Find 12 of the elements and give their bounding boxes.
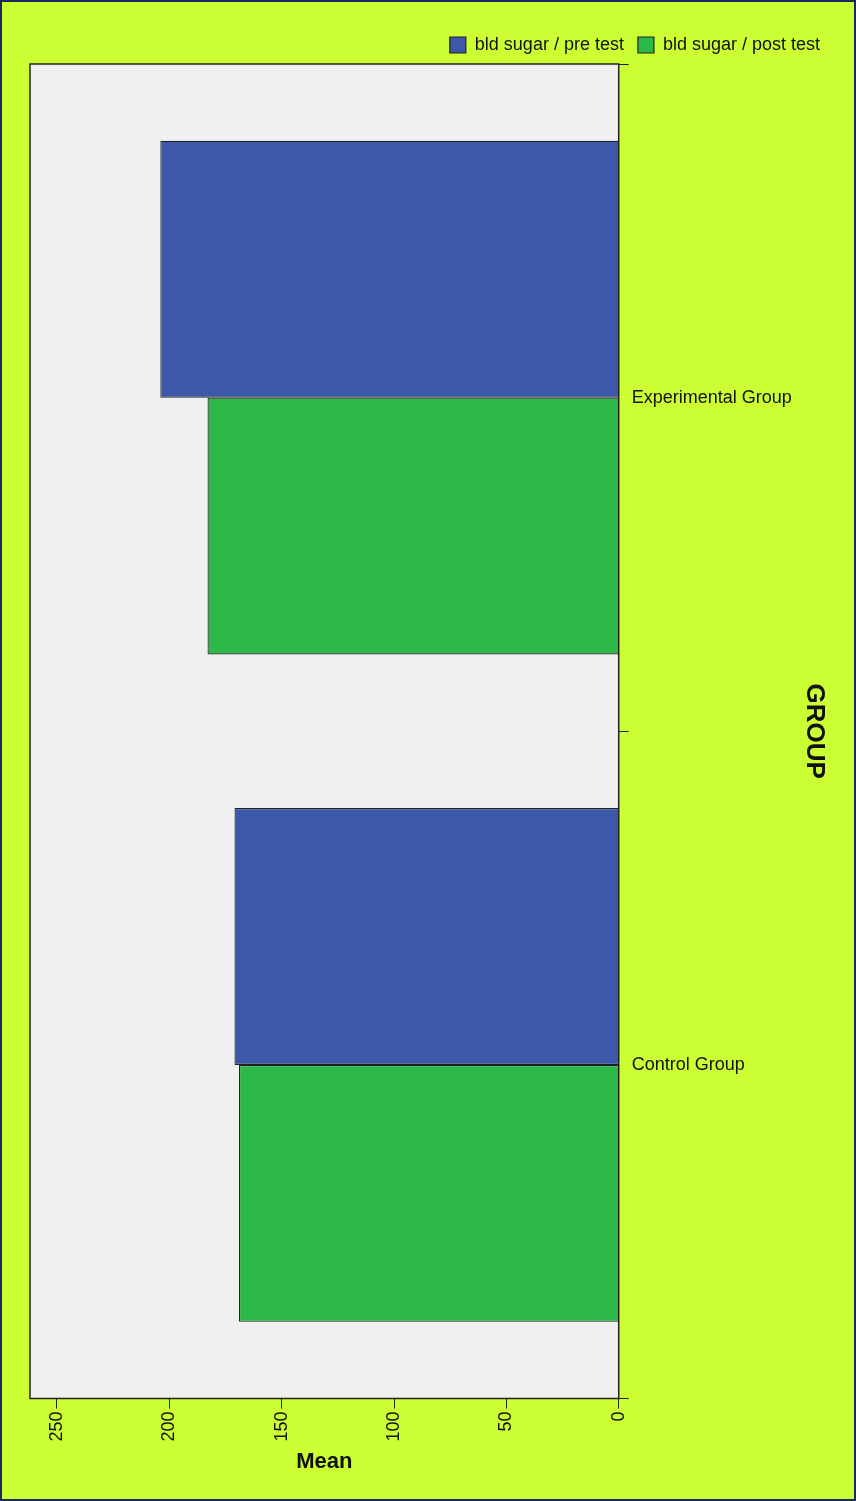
legend-label: bld sugar / pre test: [474, 33, 624, 54]
x-tick-label: 0: [607, 1411, 628, 1422]
x-tick-label: 150: [270, 1411, 291, 1442]
x-tick-label: 200: [158, 1411, 179, 1442]
y-axis-title: GROUP: [801, 683, 832, 779]
x-tick-label: 100: [382, 1411, 403, 1442]
x-tick-label: 50: [495, 1411, 516, 1432]
x-axis-title: Mean: [296, 1447, 353, 1473]
x-tick-label: 250: [45, 1411, 66, 1442]
legend-label: bld sugar / post test: [662, 33, 821, 54]
y-tick-label: Experimental Group: [631, 386, 792, 407]
y-tick-label: Control Group: [631, 1053, 745, 1074]
